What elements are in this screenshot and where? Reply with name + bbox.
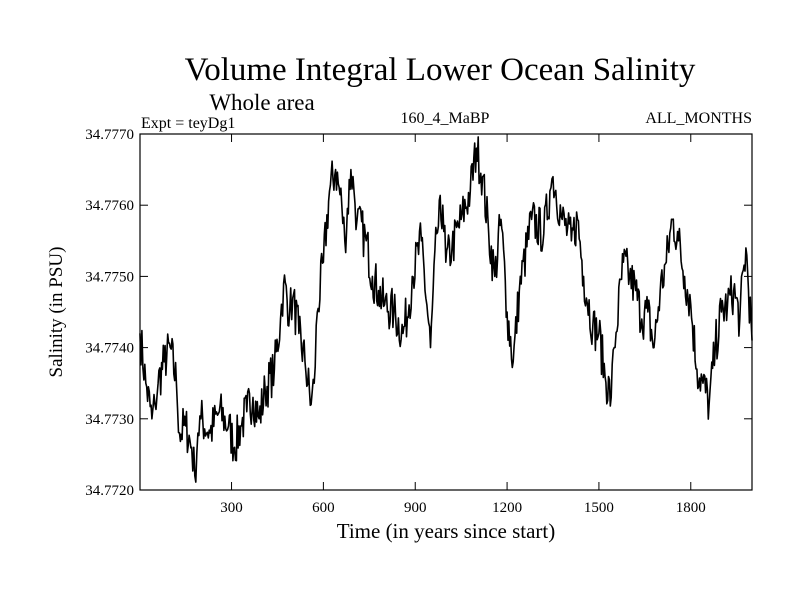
months-label: ALL_MONTHS xyxy=(645,110,752,127)
y-tick-label: 34.7730 xyxy=(85,412,134,428)
salinity-series-line xyxy=(139,136,753,483)
x-axis-label: Time (in years since start) xyxy=(337,519,556,543)
x-tick-label: 300 xyxy=(220,500,243,516)
experiment-label: Expt = teyDg1 xyxy=(141,115,235,132)
y-axis-label: Salinity (in PSU) xyxy=(46,247,67,378)
y-tick-label: 34.7740 xyxy=(85,341,134,357)
chart-title: Volume Integral Lower Ocean Salinity xyxy=(185,52,696,88)
period-label: 160_4_MaBP xyxy=(401,110,490,127)
x-tick-label: 900 xyxy=(404,500,427,516)
x-axis-ticks: 300 600 900 1200 1500 1800 xyxy=(220,134,706,516)
y-axis-ticks: 34.7720 34.7730 34.7740 34.7750 34.7760 34.77… xyxy=(85,127,752,499)
y-tick-label: 34.7750 xyxy=(85,269,134,285)
x-tick-label: 1800 xyxy=(676,500,706,516)
x-tick-label: 600 xyxy=(312,500,335,516)
plot-frame xyxy=(139,133,753,491)
y-tick-label: 34.7770 xyxy=(85,127,134,143)
chart-subtitle: Whole area xyxy=(209,90,314,115)
y-tick-label: 34.7720 xyxy=(85,483,134,499)
x-tick-label: 1500 xyxy=(584,500,614,516)
y-tick-label: 34.7760 xyxy=(85,198,134,214)
x-tick-label: 1200 xyxy=(492,500,522,516)
